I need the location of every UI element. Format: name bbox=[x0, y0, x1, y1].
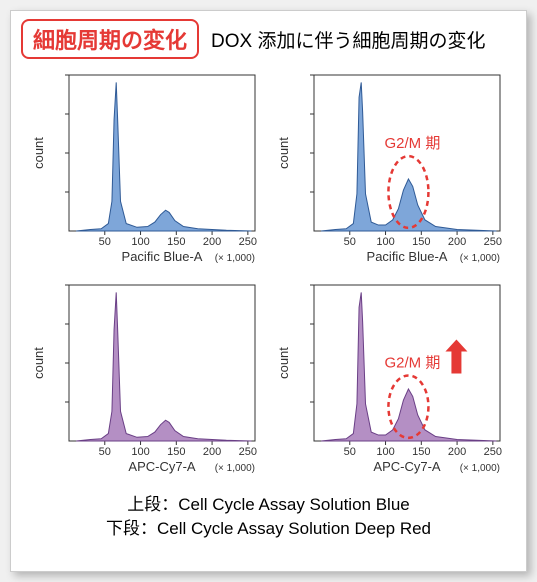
x-axis-label: APC-Cy7-A bbox=[373, 459, 441, 474]
svg-text:150: 150 bbox=[412, 236, 430, 248]
svg-text:(× 1,000): (× 1,000) bbox=[459, 253, 499, 264]
title-box: 細胞周期の変化 bbox=[21, 19, 199, 59]
panel-bottom-right: 50 100 150 200 250 count APC-Cy7-A (× 1,000) G2/… bbox=[274, 277, 509, 483]
header: 細胞周期の変化 DOX 添加に伴う細胞周期の変化 bbox=[21, 19, 516, 59]
svg-text:150: 150 bbox=[167, 446, 185, 458]
svg-text:200: 200 bbox=[447, 446, 465, 458]
histogram-chart: 50 100 150 200 250 count Pacific Blue-A (× 1,00… bbox=[29, 67, 261, 273]
x-axis-label: APC-Cy7-A bbox=[128, 459, 196, 474]
y-axis-label: count bbox=[276, 137, 291, 169]
legend: 上段：Cell Cycle Assay Solution Blue 下段：Cel… bbox=[21, 493, 516, 541]
svg-text:100: 100 bbox=[131, 446, 149, 458]
svg-text:50: 50 bbox=[343, 446, 355, 458]
svg-text:150: 150 bbox=[412, 446, 430, 458]
y-axis-label: count bbox=[276, 347, 291, 379]
annotation-label: G2/M 期 bbox=[384, 135, 440, 152]
histogram-series bbox=[76, 292, 251, 441]
svg-text:250: 250 bbox=[239, 446, 257, 458]
histogram-chart: 50 100 150 200 250 count Pacific Blue-A (× 1,00… bbox=[274, 67, 506, 273]
svg-text:100: 100 bbox=[376, 446, 394, 458]
panel-top-left: 50 100 150 200 250 count Pacific Blue-A (× 1,00… bbox=[29, 67, 264, 273]
y-axis-label: count bbox=[31, 347, 46, 379]
legend-line-2: 下段：Cell Cycle Assay Solution Deep Red bbox=[21, 517, 516, 541]
x-axis-label: Pacific Blue-A bbox=[122, 249, 203, 264]
annotation-label: G2/M 期 bbox=[384, 354, 440, 371]
svg-text:50: 50 bbox=[99, 236, 111, 248]
histogram-chart: 50 100 150 200 250 count APC-Cy7-A (× 1,000) G2/… bbox=[274, 277, 506, 483]
svg-text:50: 50 bbox=[343, 236, 355, 248]
legend-line-1: 上段：Cell Cycle Assay Solution Blue bbox=[21, 493, 516, 517]
panel-top-right: 50 100 150 200 250 count Pacific Blue-A (× 1,00… bbox=[274, 67, 509, 273]
svg-text:250: 250 bbox=[483, 446, 501, 458]
svg-text:200: 200 bbox=[203, 236, 221, 248]
svg-text:150: 150 bbox=[167, 236, 185, 248]
x-axis-label: Pacific Blue-A bbox=[366, 249, 447, 264]
histogram-series bbox=[76, 82, 251, 231]
svg-text:(× 1,000): (× 1,000) bbox=[215, 463, 255, 474]
y-axis-label: count bbox=[31, 137, 46, 169]
svg-text:(× 1,000): (× 1,000) bbox=[459, 463, 499, 474]
svg-text:100: 100 bbox=[376, 236, 394, 248]
histogram-series bbox=[321, 82, 496, 231]
svg-text:(× 1,000): (× 1,000) bbox=[215, 253, 255, 264]
histogram-chart: 50 100 150 200 250 count APC-Cy7-A (× 1,000) bbox=[29, 277, 261, 483]
panel-bottom-left: 50 100 150 200 250 count APC-Cy7-A (× 1,000) bbox=[29, 277, 264, 483]
figure-card: 細胞周期の変化 DOX 添加に伴う細胞周期の変化 50 100 150 200 250 c… bbox=[10, 10, 527, 572]
svg-text:250: 250 bbox=[239, 236, 257, 248]
svg-text:50: 50 bbox=[99, 446, 111, 458]
subtitle: DOX 添加に伴う細胞周期の変化 bbox=[211, 26, 485, 53]
svg-text:200: 200 bbox=[447, 236, 465, 248]
svg-text:250: 250 bbox=[483, 236, 501, 248]
up-arrow-icon bbox=[445, 339, 467, 373]
svg-text:100: 100 bbox=[131, 236, 149, 248]
chart-grid: 50 100 150 200 250 count Pacific Blue-A (× 1,00… bbox=[29, 67, 508, 483]
svg-text:200: 200 bbox=[203, 446, 221, 458]
